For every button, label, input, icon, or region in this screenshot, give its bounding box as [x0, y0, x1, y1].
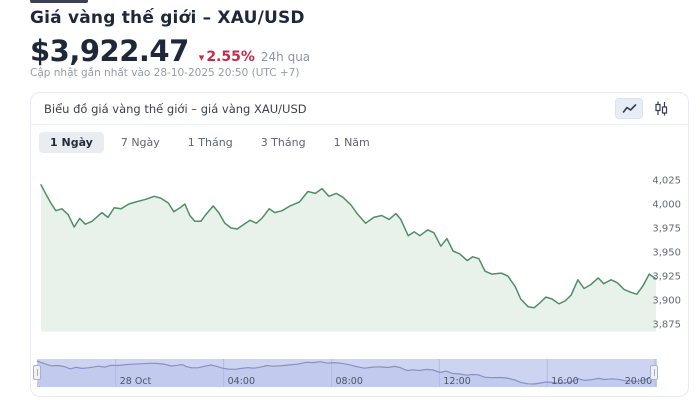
- range-tabs: 1 Ngày 7 Ngày 1 Tháng 3 Tháng 1 Năm: [39, 132, 381, 153]
- panel-title: Biểu đồ giá vàng thế giới – giá vàng XAU…: [44, 101, 307, 116]
- svg-text:4,025: 4,025: [652, 176, 681, 187]
- svg-text:04:00: 04:00: [228, 376, 255, 387]
- svg-text:16:00: 16:00: [551, 376, 578, 387]
- svg-text:28 Oct: 28 Oct: [120, 376, 152, 387]
- change-percent: 2.55%: [206, 49, 255, 65]
- tab-1-day[interactable]: 1 Ngày: [39, 132, 104, 153]
- line-chart-icon: [622, 103, 636, 113]
- price-down-arrow-icon: ▾: [198, 51, 205, 64]
- change-period-label: 24h qua: [260, 50, 311, 64]
- navigator-scrubber[interactable]: 28 Oct 04:00 08:00 12:00 16:00 20:00: [31, 355, 690, 389]
- svg-text:3,950: 3,950: [652, 248, 681, 259]
- price-chart[interactable]: 4,025 4,000 3,975 3,950 3,925 3,900 3,875: [31, 151, 690, 341]
- page-title: Giá vàng thế giới – XAU/USD: [30, 8, 305, 28]
- candlestick-icon: [655, 101, 668, 116]
- svg-text:12:00: 12:00: [443, 376, 470, 387]
- current-price: $3,922.47: [30, 34, 189, 68]
- candlestick-chart-button[interactable]: [647, 98, 675, 119]
- panel-header: Biểu đồ giá vàng thế giới – giá vàng XAU…: [31, 93, 688, 125]
- price-row: $3,922.47 ▾ 2.55% 24h qua: [30, 34, 310, 68]
- tab-1-month[interactable]: 1 Tháng: [177, 132, 244, 153]
- svg-text:3,900: 3,900: [652, 296, 681, 307]
- chart-type-switcher: [615, 98, 675, 119]
- svg-text:4,000: 4,000: [652, 200, 681, 211]
- chart-panel: Biểu đồ giá vàng thế giới – giá vàng XAU…: [30, 92, 689, 397]
- svg-text:3,875: 3,875: [652, 320, 681, 331]
- top-edge-decoration: [30, 0, 88, 3]
- navigator-left-handle[interactable]: [33, 365, 41, 380]
- svg-text:3,925: 3,925: [652, 272, 681, 283]
- navigator-right-handle[interactable]: [650, 365, 658, 380]
- svg-text:08:00: 08:00: [336, 376, 363, 387]
- line-chart-button[interactable]: [615, 98, 643, 119]
- svg-text:20:00: 20:00: [625, 376, 652, 387]
- tab-1-year[interactable]: 1 Năm: [323, 132, 381, 153]
- tab-3-months[interactable]: 3 Tháng: [250, 132, 317, 153]
- svg-text:3,975: 3,975: [652, 224, 681, 235]
- last-updated-text: Cập nhật gần nhất vào 28-10-2025 20:50 (…: [30, 67, 300, 79]
- tab-7-days[interactable]: 7 Ngày: [110, 132, 171, 153]
